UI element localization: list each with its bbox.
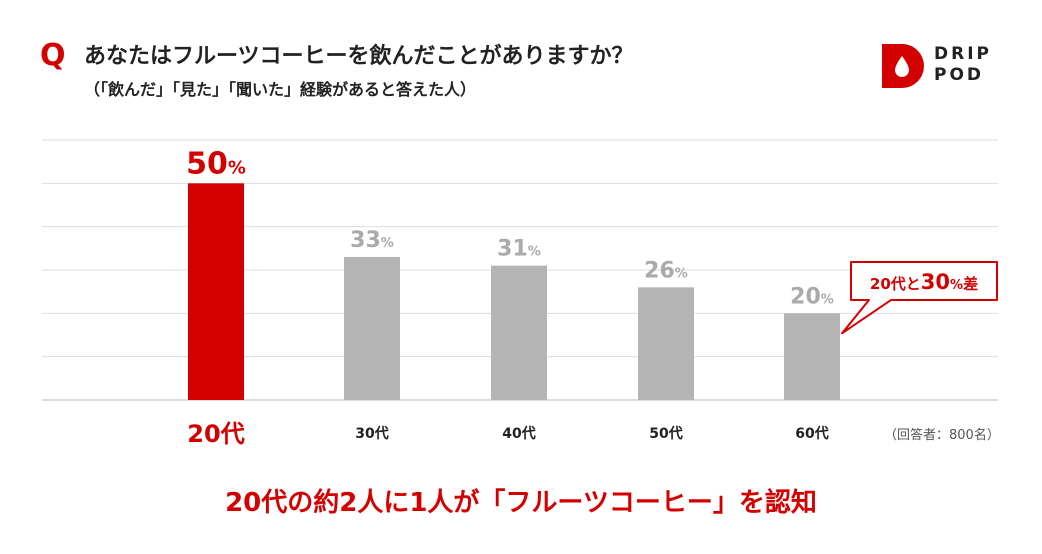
category-label: 50代 <box>649 425 682 442</box>
bar-value-label: 33% <box>350 228 394 253</box>
drop-logo-icon <box>882 44 924 88</box>
category-label: 40代 <box>502 425 535 442</box>
callout-bubble <box>841 261 998 335</box>
bar <box>491 265 547 400</box>
bar <box>188 183 244 400</box>
logo-line-2: POD <box>934 65 985 85</box>
question-title: あなたはフルーツコーヒーを飲んだことがありますか？ <box>84 44 634 69</box>
logo-text: DRIP POD <box>934 44 992 86</box>
question-subtitle: （「飲んだ」「見た」「聞いた」経験があると答えた人） <box>84 80 477 99</box>
conclusion-text: 20代の約2人に1人が「フルーツコーヒー」を認知 <box>225 488 817 518</box>
bar-value-label: 50% <box>186 146 246 181</box>
bar <box>784 313 840 400</box>
bar-value-label: 20% <box>790 284 834 309</box>
category-label: 60代 <box>795 425 828 442</box>
drip-pod-logo: DRIP POD <box>882 44 1012 88</box>
bar-value-label: 31% <box>497 237 541 262</box>
logo-line-1: DRIP <box>934 44 992 64</box>
bar-value-label: 26% <box>644 258 688 283</box>
category-label: 20代 <box>187 420 244 448</box>
bar <box>344 257 400 400</box>
callout-label: 20代と30%差 <box>870 270 978 294</box>
category-label: 30代 <box>355 425 388 442</box>
respondent-note: （回答者：800名） <box>884 428 1000 443</box>
question-mark-q: Q <box>40 38 66 73</box>
bar <box>638 287 694 400</box>
